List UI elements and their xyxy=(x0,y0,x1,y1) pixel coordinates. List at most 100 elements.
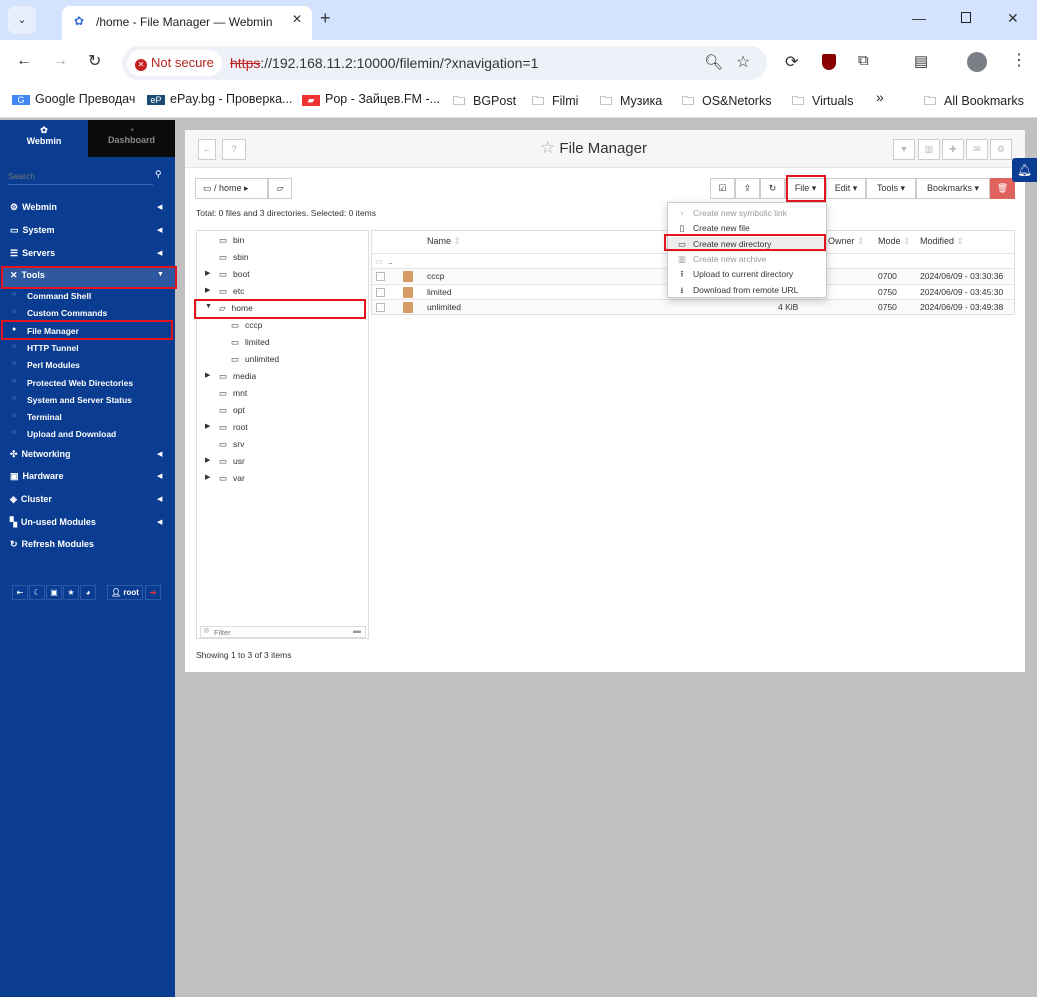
collapse-icon[interactable]: ⇤ xyxy=(12,585,28,600)
more-bookmarks-button[interactable]: » xyxy=(876,89,884,105)
bookmarks-menu-button[interactable]: Bookmarks ▾ xyxy=(916,178,990,199)
reading-list-icon[interactable]: ▤ xyxy=(914,53,929,70)
close-tab-icon[interactable]: ✕ xyxy=(292,12,303,26)
share-button[interactable]: ⇪ xyxy=(735,178,760,199)
menu-item-create-new-file[interactable]: ▯ Create new file xyxy=(668,221,826,236)
row-checkbox[interactable] xyxy=(376,303,385,312)
sidebar-item-cluster[interactable]: ◈ Cluster xyxy=(10,494,52,505)
refresh-button[interactable]: ↻ xyxy=(760,178,785,199)
sidebar-search-input[interactable] xyxy=(8,167,153,185)
file-name[interactable]: unlimited xyxy=(427,302,462,312)
sidebar-item-system[interactable]: ▭ System xyxy=(10,225,55,236)
bookmark-item[interactable]: eP ePay.bg - Проверка... xyxy=(147,92,292,106)
sidebar-subitem[interactable]: Command Shell xyxy=(27,291,92,301)
sidebar-item-tools[interactable]: ✕ Tools xyxy=(10,270,45,281)
sidebar-item-un-used-modules[interactable]: ▚ Un-used Modules xyxy=(10,517,96,528)
tools-menu-button[interactable]: Tools ▾ xyxy=(866,178,916,199)
tree-node[interactable]: ▭ media xyxy=(219,371,256,382)
columns-button[interactable]: ▥ xyxy=(918,139,940,160)
menu-item-create-new-directory[interactable]: ▭ Create new directory xyxy=(668,236,826,252)
sidebar-item-webmin[interactable]: ⚙ Webmin xyxy=(10,202,57,213)
logout-icon[interactable]: ➜ xyxy=(145,585,161,600)
menu-item-download-from-remote-url[interactable]: ⭳ Download from remote URL xyxy=(668,283,826,298)
bookmark-item[interactable]: 🗀︎ Filmi xyxy=(529,92,579,113)
star-icon[interactable]: ☆ xyxy=(736,54,751,71)
reload-icon[interactable]: ↻ xyxy=(88,53,102,70)
not-secure-chip[interactable]: ✕ Not secure xyxy=(127,50,222,76)
tree-node[interactable]: ▭ mnt xyxy=(219,388,247,399)
caret-right-icon[interactable]: ▶ xyxy=(205,423,211,430)
all-bookmarks[interactable]: 🗀︎ All Bookmarks xyxy=(921,92,1024,113)
favorite-star-icon[interactable]: ☆ xyxy=(540,138,556,157)
bookmark-item[interactable]: 🗀︎ BGPost xyxy=(450,92,516,113)
breadcrumb-home[interactable]: home xyxy=(219,183,242,193)
add-button[interactable]: ✚ xyxy=(942,139,964,160)
caret-right-icon[interactable]: ▶ xyxy=(205,474,211,481)
sidebar-subitem[interactable]: HTTP Tunnel xyxy=(27,342,79,353)
sidebar-subitem[interactable]: Perl Modules xyxy=(27,360,80,371)
filter-button[interactable]: ▼ xyxy=(893,139,915,160)
sidebar-subitem[interactable]: System and Server Status xyxy=(27,394,132,405)
sidebar-subitem[interactable]: Custom Commands xyxy=(27,308,108,319)
menu-icon[interactable]: ⋮ xyxy=(1011,52,1027,69)
file-name[interactable]: cccp xyxy=(427,271,445,281)
file-name[interactable]: limited xyxy=(427,286,452,297)
clear-filter-icon[interactable]: ⊗ xyxy=(203,626,210,635)
row-checkbox[interactable] xyxy=(376,287,385,297)
settings-button[interactable]: ⚙ xyxy=(990,139,1012,160)
sidebar-subitem[interactable]: File Manager xyxy=(27,325,79,336)
tree-node[interactable]: ▭ bin xyxy=(219,235,244,246)
tree-node[interactable]: ▭ boot xyxy=(219,269,250,280)
tree-filter-input[interactable] xyxy=(214,627,349,637)
extensions-icon[interactable]: ⧉ xyxy=(858,52,869,69)
minimize-button[interactable]: — xyxy=(912,10,926,26)
edit-menu-button[interactable]: Edit ▾ xyxy=(826,178,866,199)
bookmark-item[interactable]: ▰ Pop - Зайцев.FM -... xyxy=(302,92,440,106)
menu-item-create-new-archive[interactable]: ▥ Create new archive xyxy=(668,252,826,267)
close-window-button[interactable]: ✕ xyxy=(1007,10,1019,26)
sync-icon[interactable]: ⟳ xyxy=(785,54,799,71)
tree-node[interactable]: ▭ var xyxy=(219,473,245,484)
file-menu-button[interactable]: File ▾ xyxy=(785,178,826,199)
url-bar[interactable]: ✕ Not secure https://192.168.11.2:10000/f… xyxy=(122,46,767,80)
avatar[interactable] xyxy=(967,52,987,72)
notification-bell-button[interactable]: 🔔︎ xyxy=(1012,158,1037,182)
night-mode-icon[interactable]: ☾ xyxy=(29,585,45,600)
tree-node[interactable]: ▭ limited xyxy=(231,337,270,348)
caret-right-icon[interactable]: ▶ xyxy=(205,457,211,464)
sidebar-item-refresh-modules[interactable]: ↻ Refresh Modules xyxy=(10,539,94,550)
tree-node[interactable]: ▭ srv xyxy=(219,439,244,450)
sidebar-item-hardware[interactable]: ▣ Hardware xyxy=(10,471,64,482)
tree-node[interactable]: ▭ sbin xyxy=(219,252,249,263)
terminal-icon[interactable]: ▣ xyxy=(46,585,62,600)
table-row[interactable]: unlimited 4 KiB 0750 2024/06/09 - 03:49:38 xyxy=(372,299,1014,314)
tree-node[interactable]: ▭ cccp xyxy=(231,320,263,331)
menu-item-upload-to-current-directory[interactable]: ⭱ Upload to current directory xyxy=(668,267,826,282)
sidebar-subitem[interactable]: Terminal xyxy=(27,412,62,423)
root-folder-icon[interactable]: ▭ xyxy=(203,183,212,193)
tree-node[interactable]: ▭ unlimited xyxy=(231,354,279,365)
select-all-button[interactable]: ☑ xyxy=(710,178,735,199)
back-button[interactable]: ← xyxy=(198,139,216,160)
search-icon[interactable]: ⚲ xyxy=(155,169,162,179)
bookmark-item[interactable]: 🗀︎ Virtuals xyxy=(789,92,854,113)
column-mode[interactable]: Mode ⇕ xyxy=(878,236,911,246)
tree-node[interactable]: ▭ opt xyxy=(219,405,245,416)
theme-icon[interactable]: ◕ xyxy=(80,585,96,600)
new-tab-button[interactable]: + xyxy=(320,8,331,28)
mail-button[interactable]: ✉ xyxy=(966,139,988,160)
sidebar-item-servers[interactable]: ☰ Servers xyxy=(10,248,55,259)
row-checkbox[interactable] xyxy=(376,272,385,281)
menu-item-create-new-symbolic-link[interactable]: ▫ Create new symbolic link xyxy=(668,206,826,221)
sidebar-subitem[interactable]: Protected Web Directories xyxy=(27,377,134,388)
sidebar-tab-webmin[interactable]: ✿ Webmin xyxy=(0,120,88,157)
zoom-icon[interactable]: 🔍︎ xyxy=(704,54,724,71)
column-owner[interactable]: Owner ⇕ xyxy=(828,236,865,246)
sidebar-item-networking[interactable]: ✣ Networking xyxy=(10,449,71,460)
back-icon[interactable]: ← xyxy=(16,52,32,69)
bookmark-item[interactable]: 🗀︎ Музика xyxy=(597,92,662,113)
column-modified[interactable]: Modified ⇕ xyxy=(920,236,965,246)
tree-node[interactable]: ▭ usr xyxy=(219,456,245,467)
favorites-icon[interactable]: ★ xyxy=(63,585,79,600)
bookmark-item[interactable]: G Google Преводач xyxy=(12,92,135,106)
